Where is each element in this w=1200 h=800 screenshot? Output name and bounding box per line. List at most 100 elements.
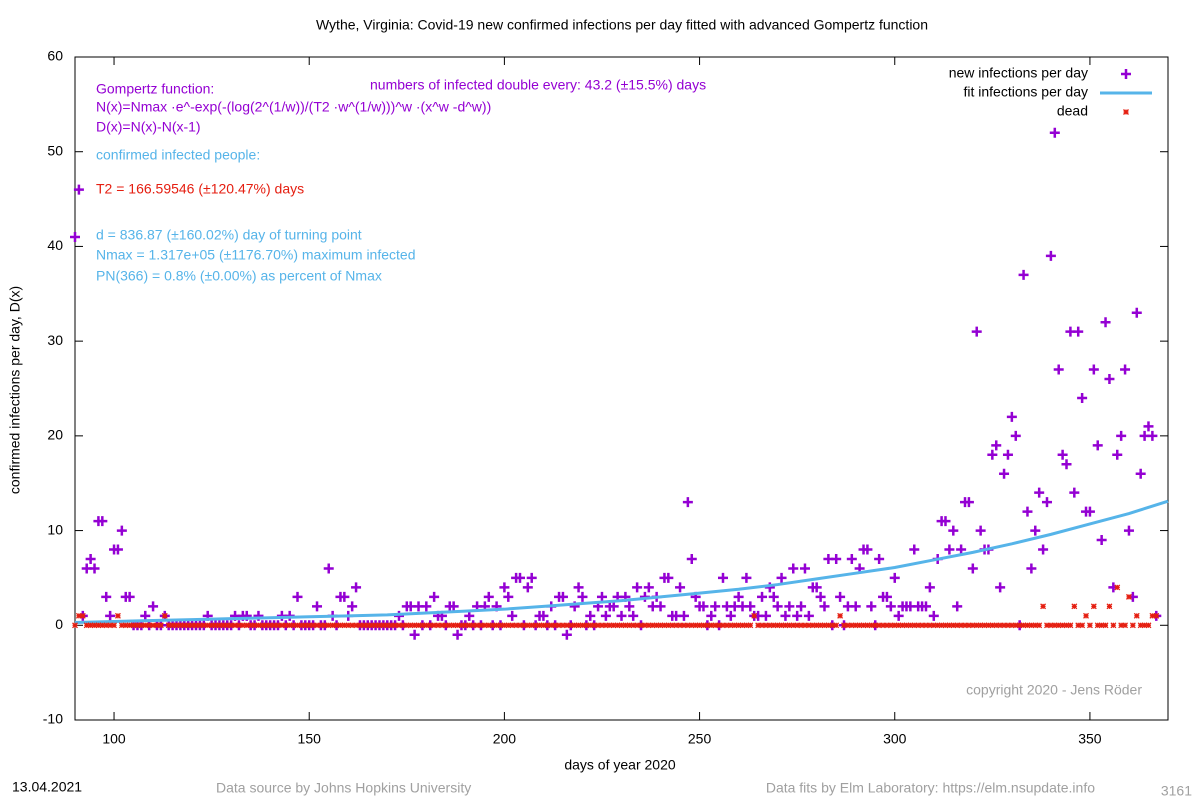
dead-point bbox=[111, 622, 117, 629]
dead-point bbox=[1133, 612, 1140, 619]
dead-point bbox=[1106, 603, 1113, 610]
dead-point bbox=[563, 622, 570, 629]
infection-point bbox=[698, 601, 709, 612]
infection-point bbox=[831, 553, 842, 564]
dead-point bbox=[91, 622, 98, 629]
dead-point bbox=[442, 622, 449, 629]
dead-point bbox=[310, 622, 317, 629]
dead-point bbox=[415, 622, 422, 629]
dead-point bbox=[1094, 622, 1101, 629]
infection-point bbox=[967, 563, 978, 574]
dead-point bbox=[1012, 622, 1019, 629]
dead-point bbox=[497, 622, 504, 629]
dead-point bbox=[271, 622, 278, 629]
dead-point bbox=[532, 622, 539, 629]
dead-point bbox=[259, 622, 266, 629]
dead-point bbox=[130, 622, 137, 629]
dead-point bbox=[372, 622, 379, 629]
legend-label: fit infections per day bbox=[963, 84, 1088, 100]
dead-point bbox=[263, 622, 270, 629]
infection-point bbox=[351, 582, 362, 593]
infection-point bbox=[717, 572, 728, 583]
dead-point bbox=[782, 622, 789, 629]
dead-point bbox=[321, 622, 328, 629]
infection-point bbox=[850, 601, 861, 612]
infection-point bbox=[1088, 364, 1099, 375]
infection-point bbox=[678, 610, 689, 621]
dead-point bbox=[122, 622, 129, 629]
infection-point bbox=[1002, 449, 1013, 460]
dead-point bbox=[930, 622, 937, 629]
infection-point bbox=[799, 563, 810, 574]
dead-point bbox=[282, 622, 289, 629]
infection-point bbox=[909, 544, 920, 555]
dead-point bbox=[423, 622, 430, 629]
dead-point bbox=[653, 622, 660, 629]
infection-point bbox=[1147, 430, 1158, 441]
dead-point bbox=[727, 622, 734, 629]
infection-point bbox=[874, 553, 885, 564]
dead-point bbox=[118, 622, 125, 629]
infection-point bbox=[1026, 563, 1037, 574]
dead-point bbox=[891, 622, 898, 629]
dead-point bbox=[446, 622, 453, 629]
dead-point bbox=[684, 622, 691, 629]
dead-point bbox=[579, 622, 586, 629]
dead-point bbox=[314, 622, 320, 629]
dead-point bbox=[1122, 622, 1129, 629]
dead-point bbox=[915, 622, 922, 629]
infection-point bbox=[803, 610, 814, 621]
dead-point bbox=[520, 622, 527, 629]
x-tick-label: 350 bbox=[1078, 731, 1102, 747]
dead-point bbox=[641, 622, 648, 629]
infection-point bbox=[1041, 497, 1052, 508]
dead-point bbox=[614, 622, 621, 629]
dead-point bbox=[536, 622, 543, 629]
infection-point bbox=[811, 582, 822, 593]
dead-point bbox=[630, 622, 637, 629]
dead-point bbox=[1040, 603, 1047, 610]
infection-point bbox=[596, 591, 607, 602]
dead-point bbox=[403, 622, 410, 629]
dead-point bbox=[493, 622, 500, 629]
infection-point bbox=[835, 591, 846, 602]
dead-point bbox=[224, 622, 231, 629]
dead-point bbox=[997, 622, 1004, 629]
dead-point bbox=[185, 622, 192, 629]
dead-point bbox=[825, 622, 832, 629]
dead-point bbox=[665, 622, 672, 629]
x-tick-label: 100 bbox=[102, 731, 126, 747]
dead-point bbox=[169, 622, 176, 629]
dead-point bbox=[1032, 622, 1039, 629]
dead-point bbox=[993, 622, 1000, 629]
dead-point bbox=[247, 622, 254, 629]
dead-point bbox=[786, 622, 793, 629]
dead-point bbox=[688, 622, 695, 629]
dead-point bbox=[1118, 622, 1125, 629]
infection-point bbox=[682, 497, 693, 508]
dead-point bbox=[1067, 622, 1074, 629]
dead-point bbox=[833, 622, 840, 629]
dead-point bbox=[954, 622, 961, 629]
dead-point bbox=[251, 622, 258, 629]
infection-point bbox=[538, 610, 549, 621]
dead-point bbox=[774, 622, 781, 629]
dead-point bbox=[83, 622, 90, 629]
infection-point bbox=[991, 440, 1002, 451]
dead-point bbox=[591, 622, 598, 629]
dead-point bbox=[985, 622, 992, 629]
dead-point bbox=[212, 622, 219, 629]
dead-point bbox=[302, 622, 309, 629]
dead-point bbox=[138, 622, 145, 629]
legend-label: dead bbox=[1057, 103, 1088, 119]
infection-point bbox=[628, 610, 639, 621]
dead-point bbox=[645, 622, 652, 629]
dead-point bbox=[942, 622, 949, 629]
dead-point bbox=[306, 622, 313, 629]
infection-point bbox=[846, 553, 857, 564]
infection-point bbox=[710, 601, 721, 612]
dead-point bbox=[587, 622, 594, 629]
infection-point bbox=[796, 601, 807, 612]
infection-point bbox=[1104, 374, 1115, 385]
dead-point bbox=[798, 622, 805, 629]
